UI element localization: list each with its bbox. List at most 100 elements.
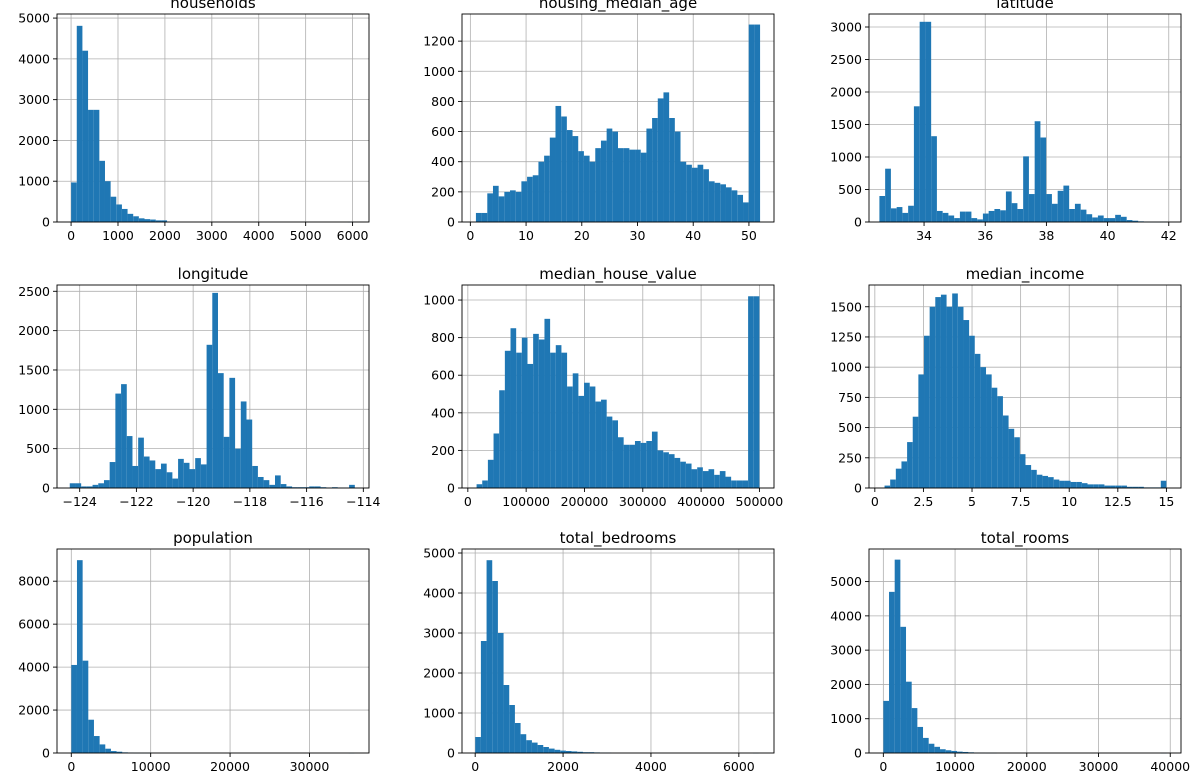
x-tick-label: 50 xyxy=(741,228,757,243)
histogram-bar xyxy=(708,469,715,488)
y-tick-label: 400 xyxy=(431,154,455,169)
histogram-bar xyxy=(691,167,698,222)
histogram-bar xyxy=(99,744,106,753)
histogram-bar xyxy=(286,486,293,488)
subplot-title: total_rooms xyxy=(981,529,1070,548)
histogram-bar xyxy=(885,168,891,222)
histogram-bar xyxy=(1053,479,1060,488)
histogram-bar xyxy=(612,131,618,222)
histogram-bar xyxy=(1036,474,1043,488)
histogram-bar xyxy=(748,296,754,488)
histogram-bar xyxy=(565,751,572,753)
histogram-bar xyxy=(754,24,761,223)
axes-frame xyxy=(461,13,775,223)
x-tick-label: 3000 xyxy=(196,228,228,243)
histogram-bar xyxy=(913,106,920,222)
subplot-latitude: 34 36 38 40 42 0 500 1000 1500 2000 2500 3000 latitu… xyxy=(830,0,1182,243)
histogram-bar xyxy=(246,419,253,488)
y-tick-label: 2000 xyxy=(18,323,50,338)
histogram-bar xyxy=(160,463,167,488)
y-tick-label: 800 xyxy=(431,94,455,109)
histogram-bar xyxy=(1011,203,1018,222)
y-tick-label: 1000 xyxy=(18,174,50,189)
x-tick-label: 2000 xyxy=(149,228,181,243)
histogram-bar xyxy=(595,148,601,222)
histogram-bar xyxy=(980,367,987,488)
y-tick-label: 0 xyxy=(854,481,862,496)
histogram-bar xyxy=(629,444,635,488)
histogram-bar xyxy=(475,212,482,222)
y-tick-label: 500 xyxy=(838,182,862,197)
histogram-bar xyxy=(527,176,533,222)
histogram-bar xyxy=(686,164,692,222)
histogram-bar xyxy=(901,461,908,488)
x-tick-label: 10 xyxy=(1061,494,1077,509)
axes-frame xyxy=(868,548,1182,754)
histogram-bar xyxy=(1034,121,1041,222)
x-tick-label: 300000 xyxy=(619,494,667,509)
axes-frame xyxy=(868,13,1182,223)
y-tick-label: 3000 xyxy=(423,626,455,641)
histogram-bar xyxy=(498,196,505,222)
y-tick-label: 0 xyxy=(854,746,862,761)
histogram-bar xyxy=(314,486,321,488)
histogram-bar xyxy=(623,444,630,488)
histogram-bar xyxy=(651,431,658,488)
histogram-bar xyxy=(93,109,100,222)
histogram-bar xyxy=(1138,486,1144,488)
y-tick-label: 1000 xyxy=(830,150,862,165)
y-tick-label: 5000 xyxy=(18,11,50,26)
histogram-bar xyxy=(635,149,641,222)
x-tick-label: 10 xyxy=(518,228,534,243)
histogram-bar xyxy=(601,399,607,488)
histogram-bar xyxy=(1120,216,1127,222)
histogram-bar xyxy=(924,335,930,488)
histogram-bar xyxy=(309,486,315,488)
histogram-bar xyxy=(189,469,196,488)
histogram-bar xyxy=(1093,484,1099,488)
histogram-bar xyxy=(1092,217,1098,222)
histogram-bar xyxy=(969,335,975,488)
histogram-bar xyxy=(206,344,213,488)
y-tick-label: 0 xyxy=(447,481,455,496)
x-tick-label: 36 xyxy=(977,228,993,243)
histogram-bar xyxy=(946,306,953,488)
histogram-bar xyxy=(269,484,276,488)
histogram-bar xyxy=(934,746,941,753)
subplot-total-bedrooms: 0 2000 4000 6000 0 1000 2000 3000 4000 5000 total_… xyxy=(423,529,775,774)
histogram-bar xyxy=(1000,210,1006,222)
y-tick-label: 400 xyxy=(431,405,455,420)
histogram-bar xyxy=(911,708,918,753)
subplot-title: total_bedrooms xyxy=(560,529,677,548)
x-tick-label: 38 xyxy=(1038,228,1054,243)
histogram-bar xyxy=(900,626,907,753)
histogram-bar xyxy=(99,160,105,222)
histogram-bar xyxy=(487,459,494,488)
histogram-bar xyxy=(982,213,989,222)
histogram-bar xyxy=(532,175,539,222)
axes-frame xyxy=(461,548,775,754)
x-tick-label: 200000 xyxy=(561,494,609,509)
histogram-bar xyxy=(1098,484,1105,488)
histogram-bar xyxy=(263,480,270,488)
x-tick-label: 15 xyxy=(1158,494,1174,509)
histogram-bar xyxy=(1132,486,1139,488)
histogram-bar xyxy=(890,208,897,222)
subplot-title: households xyxy=(170,0,256,12)
histogram-bar xyxy=(514,723,521,753)
x-tick-label: 500000 xyxy=(736,494,784,509)
histogram-bar xyxy=(104,181,111,222)
histogram-bar xyxy=(510,328,517,488)
y-tick-label: 2000 xyxy=(18,703,50,718)
histogram-bar xyxy=(572,373,579,488)
histogram-bar xyxy=(991,387,998,488)
histogram-bar xyxy=(720,184,726,222)
histogram-bar xyxy=(1063,185,1070,222)
histogram-bar xyxy=(103,480,110,488)
histogram-bar xyxy=(1070,481,1077,488)
histogram-bar xyxy=(510,190,516,222)
subplot-longitude: −124 −122 −120 −118 −116 −114 0 500 1000 1500 2000… xyxy=(18,265,380,509)
histogram-bar xyxy=(606,416,613,488)
subplot-title: longitude xyxy=(178,265,249,283)
histogram-bar xyxy=(1048,477,1054,488)
